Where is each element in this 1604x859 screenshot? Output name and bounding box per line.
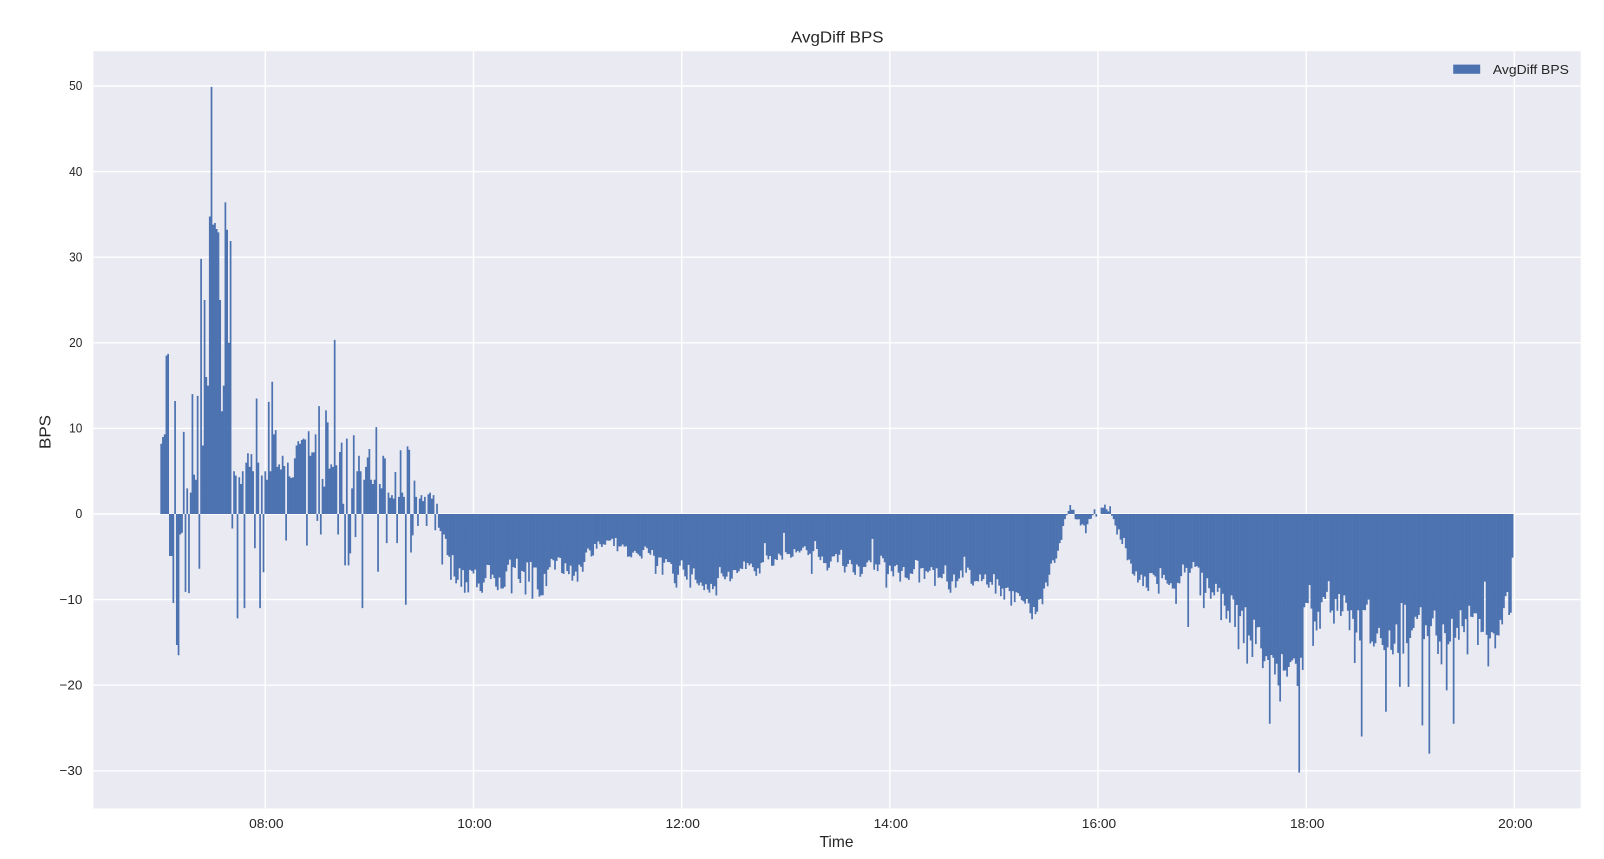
svg-text:18:00: 18:00 [1290, 816, 1324, 831]
svg-text:08:00: 08:00 [249, 816, 283, 831]
svg-text:−30: −30 [60, 763, 83, 778]
svg-text:14:00: 14:00 [874, 816, 908, 831]
svg-text:16:00: 16:00 [1082, 816, 1116, 831]
svg-text:−20: −20 [60, 677, 83, 692]
svg-text:AvgDiff BPS: AvgDiff BPS [791, 30, 884, 47]
svg-text:50: 50 [69, 78, 82, 93]
svg-text:12:00: 12:00 [665, 816, 699, 831]
svg-text:10:00: 10:00 [457, 816, 491, 831]
svg-text:20: 20 [69, 335, 82, 350]
svg-text:20:00: 20:00 [1498, 816, 1532, 831]
svg-text:AvgDiff BPS: AvgDiff BPS [1493, 62, 1569, 77]
svg-text:Time: Time [820, 834, 854, 851]
svg-text:0: 0 [76, 506, 83, 521]
svg-text:−10: −10 [60, 592, 83, 607]
svg-text:10: 10 [69, 421, 82, 436]
svg-text:40: 40 [69, 164, 82, 179]
svg-text:BPS: BPS [38, 415, 55, 449]
svg-text:30: 30 [69, 249, 82, 264]
